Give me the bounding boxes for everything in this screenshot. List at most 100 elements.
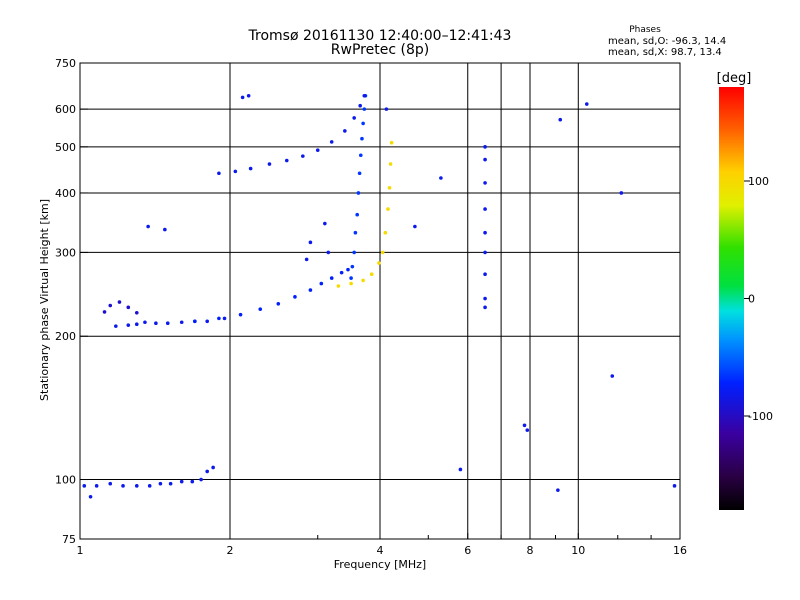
data-point <box>276 301 281 306</box>
y-axis-label: Stationary phase Virtual Height [km] <box>38 199 51 401</box>
data-point <box>258 307 263 311</box>
data-points-layer <box>82 93 677 499</box>
data-point <box>672 484 677 488</box>
data-point <box>353 230 358 235</box>
data-point <box>134 484 139 488</box>
data-point <box>222 316 227 321</box>
data-point <box>439 176 443 180</box>
colorbar-tick-label: -100 <box>748 410 773 423</box>
data-point <box>384 107 389 111</box>
data-point <box>483 207 487 211</box>
data-point <box>193 319 197 324</box>
x-tick-label: 4 <box>377 544 384 557</box>
data-point <box>352 250 356 255</box>
data-point <box>114 324 118 328</box>
y-axis-ticks: 75 100 200 300 400 500 600 750 <box>55 57 88 546</box>
data-point <box>205 319 209 324</box>
data-point <box>134 311 139 315</box>
data-point <box>383 230 388 235</box>
data-point <box>356 191 361 195</box>
data-point <box>102 310 107 314</box>
data-point <box>329 140 334 144</box>
data-point <box>168 481 173 486</box>
data-point <box>163 227 167 232</box>
data-point <box>349 276 353 280</box>
data-point <box>154 321 158 326</box>
data-point <box>483 181 487 185</box>
data-point <box>357 171 362 176</box>
data-point <box>165 321 170 326</box>
data-point <box>301 154 305 158</box>
data-point <box>304 257 309 262</box>
data-point <box>246 93 251 98</box>
data-point <box>483 296 487 301</box>
data-point <box>158 481 163 486</box>
data-point <box>143 320 147 325</box>
x-tick-label: 6 <box>464 544 471 557</box>
data-point <box>146 224 150 229</box>
data-point <box>483 145 487 149</box>
y-tick-label: 400 <box>55 187 76 200</box>
data-point <box>147 484 152 488</box>
y-tick-label: 75 <box>62 533 76 546</box>
data-point <box>389 140 394 145</box>
data-point <box>339 270 344 275</box>
grid-layer <box>80 63 680 539</box>
data-point <box>336 284 341 288</box>
data-point <box>238 312 243 317</box>
data-point <box>619 191 624 195</box>
data-point <box>308 288 313 292</box>
data-point <box>362 93 367 98</box>
data-point <box>240 95 245 100</box>
data-point <box>308 240 313 245</box>
data-point <box>360 136 364 141</box>
chart-subtitle: RwPretec (8p) <box>331 42 429 58</box>
data-point <box>377 261 381 265</box>
y-tick-label: 600 <box>55 103 76 116</box>
data-point <box>483 272 487 277</box>
x-tick-label: 2 <box>227 544 234 557</box>
data-point <box>121 484 125 488</box>
data-point <box>483 157 487 162</box>
data-point <box>108 481 113 486</box>
colorbar-ticks: 100 0 -100 <box>744 175 773 423</box>
y-tick-label: 300 <box>55 246 76 259</box>
colorbar-tick-label: 100 <box>748 175 769 188</box>
y-tick-label: 500 <box>55 141 76 154</box>
x-tick-label: 16 <box>673 544 687 557</box>
chart-title: Tromsø 20161130 12:40:00–12:41:43 <box>248 28 512 44</box>
colorbar-tick-label: 0 <box>748 293 755 306</box>
data-point <box>323 221 327 226</box>
data-point <box>483 305 487 310</box>
data-point <box>522 423 527 428</box>
data-point <box>413 224 417 229</box>
phases-line-x: mean, sd,X: 98.7, 13.4 <box>608 47 722 58</box>
colorbar <box>719 87 744 510</box>
data-point <box>217 171 221 176</box>
data-point <box>326 250 331 255</box>
data-point <box>610 374 615 378</box>
data-point <box>350 264 355 269</box>
y-tick-label: 750 <box>55 57 76 70</box>
x-axis-ticks: 1 2 4 6 8 10 16 <box>77 533 687 557</box>
data-point <box>179 320 184 325</box>
data-point <box>134 322 139 326</box>
data-point <box>190 479 195 484</box>
data-point <box>558 117 563 122</box>
data-point <box>293 295 297 299</box>
data-point <box>361 278 365 283</box>
data-point <box>267 162 272 166</box>
data-point <box>556 488 560 492</box>
data-point <box>94 484 99 488</box>
x-axis-label: Frequency [MHz] <box>334 558 426 571</box>
data-point <box>358 153 363 158</box>
x-tick-label: 10 <box>571 544 585 557</box>
y-tick-label: 100 <box>55 474 76 487</box>
data-point <box>369 272 374 277</box>
x-tick-label: 8 <box>527 544 534 557</box>
x-tick-label: 1 <box>77 544 84 557</box>
data-point <box>525 428 530 432</box>
data-point <box>233 169 238 174</box>
data-point <box>584 102 589 106</box>
